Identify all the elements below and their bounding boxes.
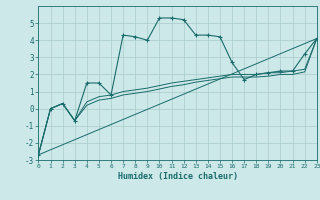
X-axis label: Humidex (Indice chaleur): Humidex (Indice chaleur) xyxy=(118,172,238,181)
